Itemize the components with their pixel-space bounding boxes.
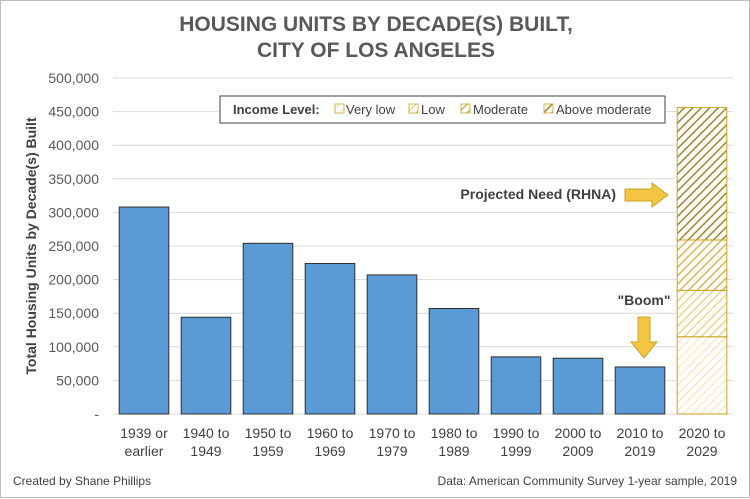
x-tick-label: 2020 to [679,425,726,441]
legend-item-low: Low [421,102,445,117]
projected-segment [676,239,728,291]
legend-item-very-low: Very low [346,102,396,117]
y-tick-label: 450,000 [48,104,99,120]
legend-item-above-moderate: Above moderate [556,102,651,117]
x-tick-label: 1959 [252,443,283,459]
bar [118,206,170,415]
bar [614,366,666,415]
projected-segment [676,336,728,415]
projected-segment [676,289,728,338]
bar [304,262,356,415]
x-tick-label: 2000 to [555,425,602,441]
x-tick-label: 2010 to [617,425,664,441]
x-tick-label: 1980 to [431,425,478,441]
x-tick-label: 1970 to [369,425,416,441]
y-axis-label: Total Housing Units by Decade(s) Built [23,117,39,375]
x-tick-label: 1939 or [120,425,168,441]
projected-need-label: Projected Need (RHNA) [460,186,616,202]
y-tick-label: 50,000 [56,372,99,388]
y-tick-label: 500,000 [48,70,99,86]
x-tick-label: 1950 to [245,425,292,441]
x-tick-label: 1990 to [493,425,540,441]
legend-swatch-low [408,103,419,114]
legend-box [219,95,666,124]
legend-swatch-moderate [460,103,471,114]
footer-credit: Created by Shane Phillips [13,474,151,488]
down-arrow-icon [629,316,659,359]
chart-title-line-1: HOUSING UNITS BY DECADE(S) BUILT, [179,13,573,36]
x-tick-label: 1979 [376,443,407,459]
x-tick-label: earlier [125,443,164,459]
y-tick-label: 300,000 [48,204,99,220]
bars [118,206,666,415]
y-tick-label: 400,000 [48,137,99,153]
legend-title: Income Level: [233,102,320,117]
x-tick-label: 1949 [190,443,221,459]
x-tick-label: 2009 [562,443,593,459]
y-tick-label: 200,000 [48,272,99,288]
boom-label: "Boom" [618,292,671,308]
y-tick-label: 250,000 [48,238,99,254]
x-tick-label: 2019 [624,443,655,459]
y-tick-label: - [94,406,99,422]
x-tick-label: 1940 to [183,425,230,441]
bar [428,307,480,415]
y-axis-ticks: - 50,000 100,000 150,000 200,000 250,000 300,0… [48,70,99,422]
legend-swatch-very-low [334,103,345,114]
x-tick-label: 2029 [686,443,717,459]
right-arrow-icon [624,182,669,208]
projected-bar [676,107,728,415]
x-tick-label: 1960 to [307,425,354,441]
x-axis-labels: 1939 or earlier 1940 to 1949 1950 to 1959 1960… [120,425,725,459]
y-tick-label: 150,000 [48,305,99,321]
x-tick-label: 1969 [314,443,345,459]
x-tick-label: 1989 [438,443,469,459]
x-tick-label: 1999 [500,443,531,459]
bar [242,242,294,415]
bar [552,357,604,415]
y-tick-label: 350,000 [48,171,99,187]
bar [490,356,542,415]
chart-title-line-2: CITY OF LOS ANGELES [257,39,495,62]
y-tick-label: 100,000 [48,339,99,355]
legend-item-moderate: Moderate [473,102,528,117]
projected-segment [676,107,728,241]
legend: Income Level: Very low Low Moderate Abov… [219,95,666,124]
bar [366,274,418,415]
legend-swatch-above-moderate [543,103,554,114]
bar [180,316,232,415]
footer-source: Data: American Community Survey 1-year s… [438,474,738,488]
